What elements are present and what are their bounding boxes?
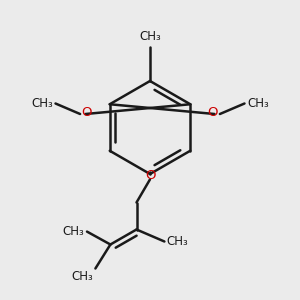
Text: O: O bbox=[82, 106, 92, 119]
Text: CH₃: CH₃ bbox=[139, 30, 161, 43]
Text: CH₃: CH₃ bbox=[167, 235, 189, 248]
Text: O: O bbox=[208, 106, 218, 119]
Text: CH₃: CH₃ bbox=[63, 225, 85, 238]
Text: O: O bbox=[145, 169, 155, 182]
Text: CH₃: CH₃ bbox=[71, 270, 93, 283]
Text: CH₃: CH₃ bbox=[247, 97, 269, 110]
Text: CH₃: CH₃ bbox=[31, 97, 53, 110]
